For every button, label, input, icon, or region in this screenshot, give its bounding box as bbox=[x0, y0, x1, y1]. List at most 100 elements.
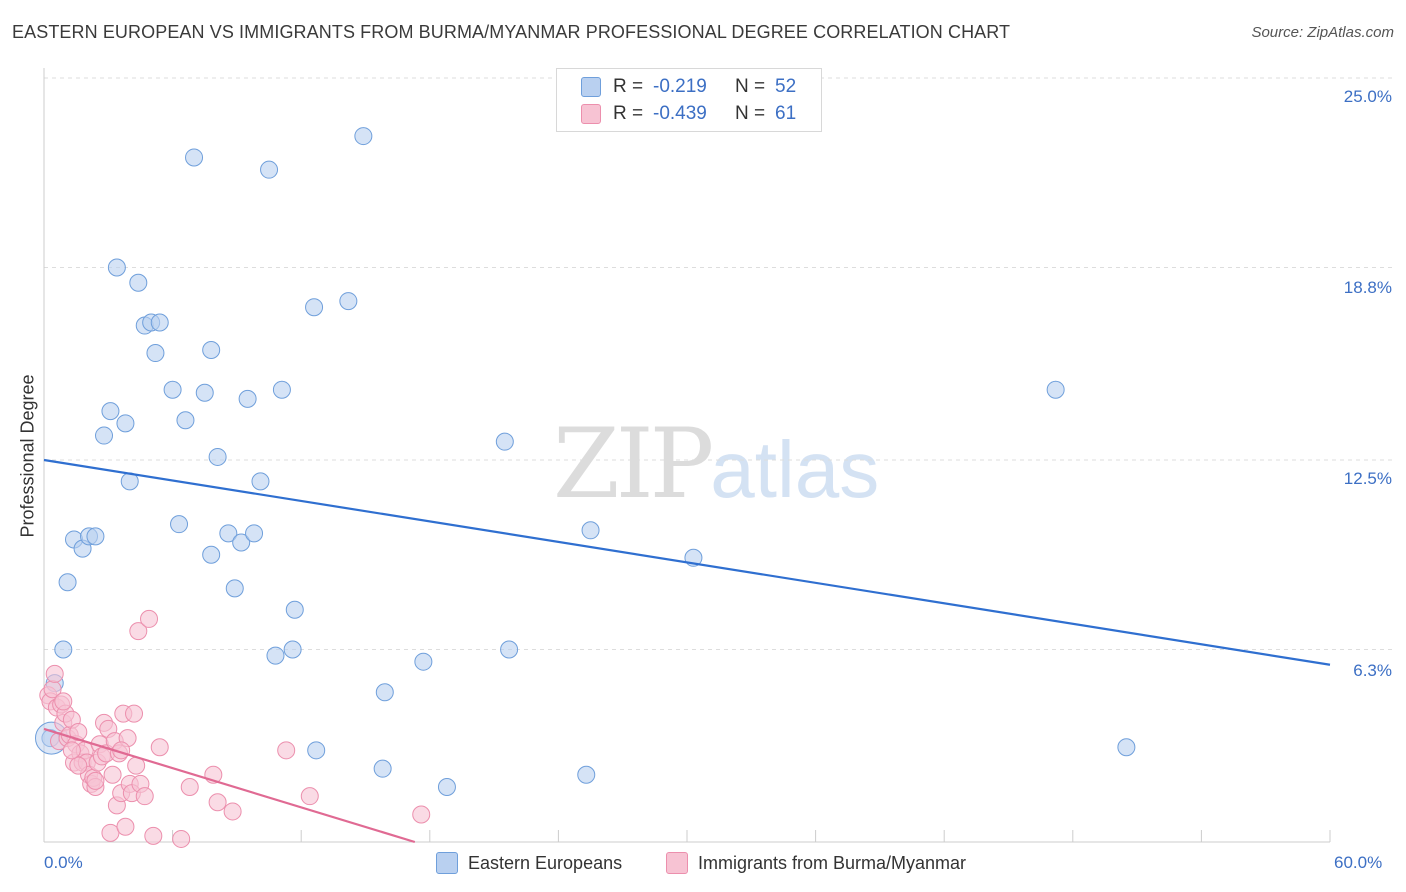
data-point bbox=[195, 383, 214, 402]
n-value: 52 bbox=[775, 76, 797, 97]
data-point bbox=[208, 447, 227, 466]
y-axis-label: Professional Degree bbox=[17, 374, 38, 538]
data-point bbox=[170, 515, 189, 534]
source-credit: Source: ZipAtlas.com bbox=[1251, 24, 1394, 41]
data-point bbox=[373, 759, 392, 778]
series-eastern-europeans bbox=[35, 127, 1136, 796]
data-point bbox=[54, 692, 73, 711]
data-point bbox=[495, 432, 514, 451]
data-point bbox=[86, 771, 105, 790]
y-tick-label: 6.3% bbox=[1353, 661, 1392, 680]
data-point bbox=[260, 160, 279, 179]
data-point bbox=[437, 777, 456, 796]
legend-item-eastern-europeans: Eastern Europeans bbox=[436, 852, 622, 874]
trend-line bbox=[43, 458, 1331, 666]
blue-swatch bbox=[436, 852, 458, 874]
data-point bbox=[245, 524, 264, 543]
legend-row-immigrants-burma: R = -0.439 N = 61 bbox=[581, 101, 796, 127]
chart-title: EASTERN EUROPEAN VS IMMIGRANTS FROM BURM… bbox=[12, 22, 1011, 42]
y-tick-label: 25.0% bbox=[1343, 87, 1392, 106]
n-label: N = bbox=[735, 76, 766, 97]
data-point bbox=[69, 756, 88, 775]
data-point bbox=[176, 411, 195, 430]
y-tick-label: 18.8% bbox=[1343, 278, 1392, 297]
axes bbox=[43, 68, 1331, 843]
data-point bbox=[101, 402, 120, 421]
data-point bbox=[1117, 738, 1136, 757]
data-point bbox=[163, 380, 182, 399]
data-point bbox=[54, 640, 73, 659]
data-point bbox=[135, 787, 154, 806]
n-value: 61 bbox=[775, 103, 797, 124]
data-point bbox=[86, 527, 105, 546]
x-tick-label: 0.0% bbox=[44, 853, 83, 872]
blue-swatch bbox=[581, 77, 601, 97]
series-immigrants-burma bbox=[39, 609, 431, 848]
data-point bbox=[251, 472, 270, 491]
data-point bbox=[412, 805, 431, 824]
data-point bbox=[150, 738, 169, 757]
data-point bbox=[45, 664, 64, 683]
data-point bbox=[107, 258, 126, 277]
legend-label: Eastern Europeans bbox=[468, 852, 623, 873]
data-point bbox=[185, 148, 204, 167]
data-point bbox=[339, 292, 358, 311]
watermark-zip: ZIP bbox=[553, 408, 714, 520]
data-point bbox=[232, 533, 251, 552]
data-point bbox=[125, 704, 144, 723]
data-point bbox=[208, 793, 227, 812]
data-point bbox=[277, 741, 296, 760]
data-point bbox=[116, 817, 135, 836]
r-label: R = bbox=[613, 76, 644, 97]
data-point bbox=[116, 414, 135, 433]
data-point bbox=[129, 622, 148, 641]
pink-swatch bbox=[581, 104, 601, 124]
y-tick-label: 12.5% bbox=[1343, 469, 1392, 488]
data-point bbox=[238, 389, 257, 408]
data-point bbox=[1046, 380, 1065, 399]
data-point bbox=[305, 298, 324, 317]
data-point bbox=[101, 823, 120, 842]
gridlines bbox=[44, 77, 1392, 650]
data-point bbox=[283, 640, 302, 659]
data-point bbox=[577, 765, 596, 784]
x-tick-label: 60.0% bbox=[1334, 853, 1383, 872]
data-point bbox=[581, 521, 600, 540]
legend-item-immigrants-burma: Immigrants from Burma/Myanmar bbox=[666, 852, 966, 874]
data-point bbox=[144, 826, 163, 845]
data-point bbox=[150, 313, 169, 332]
data-point bbox=[223, 802, 242, 821]
data-point bbox=[500, 640, 519, 659]
r-value: -0.219 bbox=[653, 76, 707, 97]
data-point bbox=[103, 765, 122, 784]
legend-row-eastern-europeans: R = -0.219 N = 52 bbox=[581, 74, 796, 100]
data-point bbox=[307, 741, 326, 760]
data-point bbox=[202, 340, 221, 359]
data-point bbox=[62, 741, 81, 760]
data-point bbox=[146, 344, 165, 363]
data-point bbox=[285, 600, 304, 619]
data-point bbox=[300, 787, 319, 806]
data-point bbox=[225, 579, 244, 598]
data-point bbox=[180, 777, 199, 796]
trend-lines bbox=[43, 458, 1331, 844]
data-point bbox=[414, 652, 433, 671]
zipatlas-watermark: ZIPatlas bbox=[553, 408, 879, 520]
stats-legend: R = -0.219 N = 52 R = -0.439 N = 61 bbox=[556, 68, 822, 132]
pink-swatch bbox=[666, 852, 688, 874]
data-point bbox=[58, 573, 77, 592]
data-point bbox=[129, 273, 148, 292]
legend-label: Immigrants from Burma/Myanmar bbox=[698, 852, 967, 873]
data-point bbox=[202, 545, 221, 564]
r-label: R = bbox=[613, 103, 644, 124]
trend-line bbox=[43, 727, 416, 844]
data-point bbox=[354, 127, 373, 146]
n-label: N = bbox=[735, 103, 766, 124]
data-point bbox=[266, 646, 285, 665]
watermark-atlas: atlas bbox=[710, 425, 880, 514]
r-value: -0.439 bbox=[653, 103, 707, 124]
data-point bbox=[172, 829, 191, 848]
data-point bbox=[219, 524, 238, 543]
data-point bbox=[272, 380, 291, 399]
